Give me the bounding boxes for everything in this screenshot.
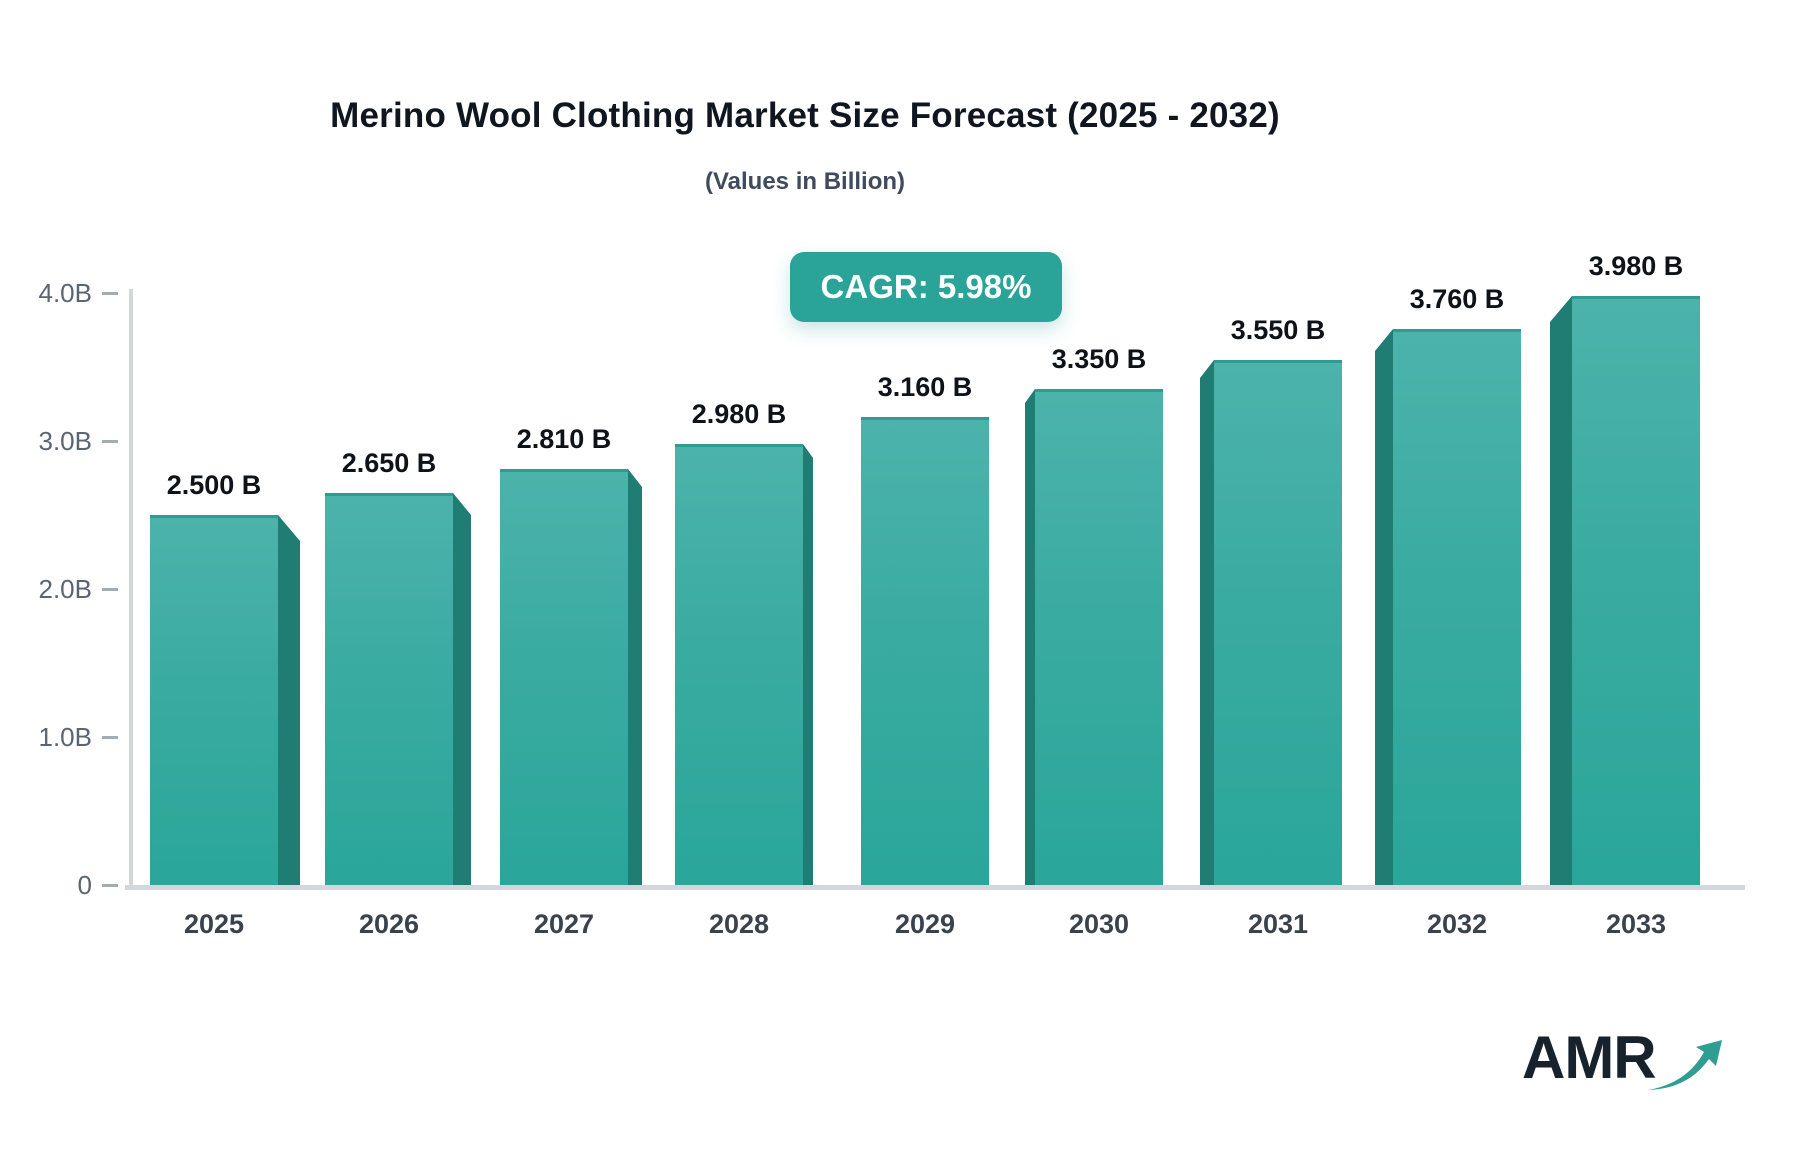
y-axis-tick [102,588,118,591]
y-axis-line [129,289,133,885]
bar-front [861,417,989,885]
bar-value-label: 2.500 B [166,470,262,500]
amr-logo: AMR [1522,1026,1724,1094]
chart-subtitle: (Values in Billion) [704,168,906,195]
bar-front [1393,329,1521,885]
bar-side [1375,329,1393,885]
cagr-badge-label: CAGR: 5.98% [820,268,1032,305]
bar-side [803,444,813,885]
y-axis-tick [102,440,118,443]
x-axis-label: 2033 [1605,909,1667,939]
y-axis-tick [102,292,118,295]
cagr-badge: CAGR: 5.98% [790,252,1062,322]
y-axis-tick [102,736,118,739]
y-axis-label: 0 [77,870,92,900]
y-axis-label: 1.0B [38,722,93,752]
bar-front [150,515,278,885]
bar-front [500,469,628,885]
y-axis-label: 2.0B [38,574,93,604]
bar-front [1572,296,1700,885]
x-axis-baseline [125,885,1745,890]
bar-side [1550,296,1572,885]
bar-value-label: 3.350 B [1051,344,1147,374]
bar-side [628,469,642,885]
bar-value-label: 2.650 B [341,448,437,478]
bar-side [453,493,471,885]
bar-value-label: 3.760 B [1409,284,1505,314]
x-axis-label: 2025 [183,909,245,939]
bar-value-label: 3.160 B [877,372,973,402]
x-axis-label: 2028 [708,909,770,939]
x-axis-label: 2030 [1068,909,1130,939]
x-axis-label: 2026 [358,909,420,939]
bar-side [1200,360,1214,885]
bar-value-label: 2.980 B [691,399,787,429]
bar-value-label: 3.550 B [1230,315,1326,345]
x-axis-label: 2029 [894,909,956,939]
bar-value-label: 3.980 B [1588,251,1684,281]
bar-front [1035,389,1163,885]
x-axis-label: 2031 [1247,909,1309,939]
x-axis-label: 2032 [1426,909,1488,939]
y-axis-label: 4.0B [38,278,93,308]
x-axis-label: 2027 [533,909,595,939]
bar-side [1025,389,1035,885]
growth-arrow-icon [1647,1040,1722,1090]
bar-front [675,444,803,885]
amr-logo-text: AMR [1522,1024,1657,1091]
y-axis-label: 3.0B [38,426,93,456]
bar-value-label: 2.810 B [516,424,612,454]
bar-front [325,493,453,885]
chart-title: Merino Wool Clothing Market Size Forecas… [330,96,1280,135]
bar-front [1214,360,1342,885]
y-axis-tick [102,884,118,887]
bar-side [278,515,300,885]
